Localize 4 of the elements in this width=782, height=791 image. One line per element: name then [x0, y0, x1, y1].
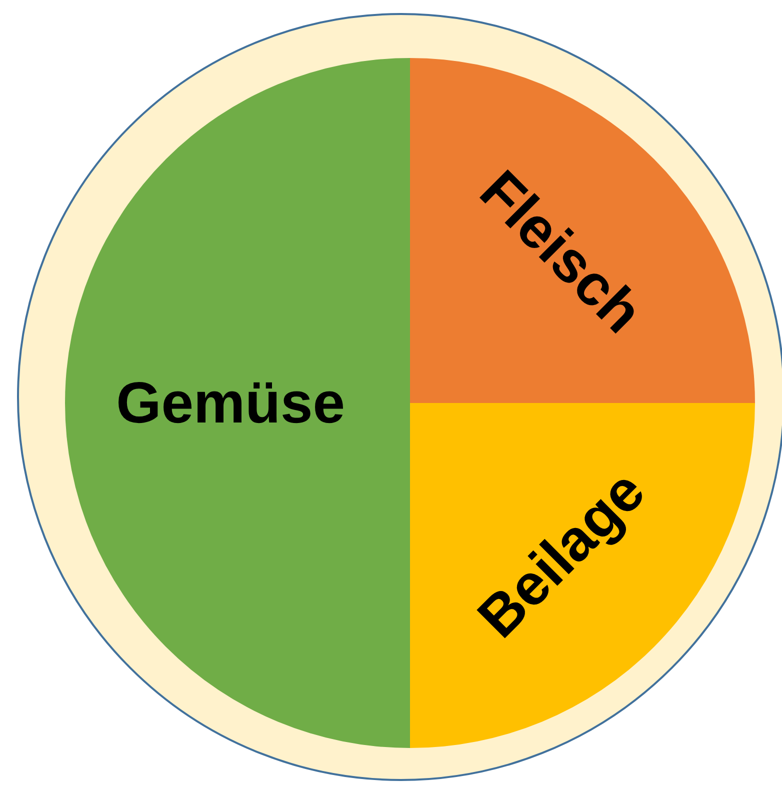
pie-slice	[410, 58, 755, 403]
pie-slice	[410, 403, 755, 748]
pie-slice	[66, 58, 410, 748]
slice-label: Gemüse	[116, 370, 346, 436]
